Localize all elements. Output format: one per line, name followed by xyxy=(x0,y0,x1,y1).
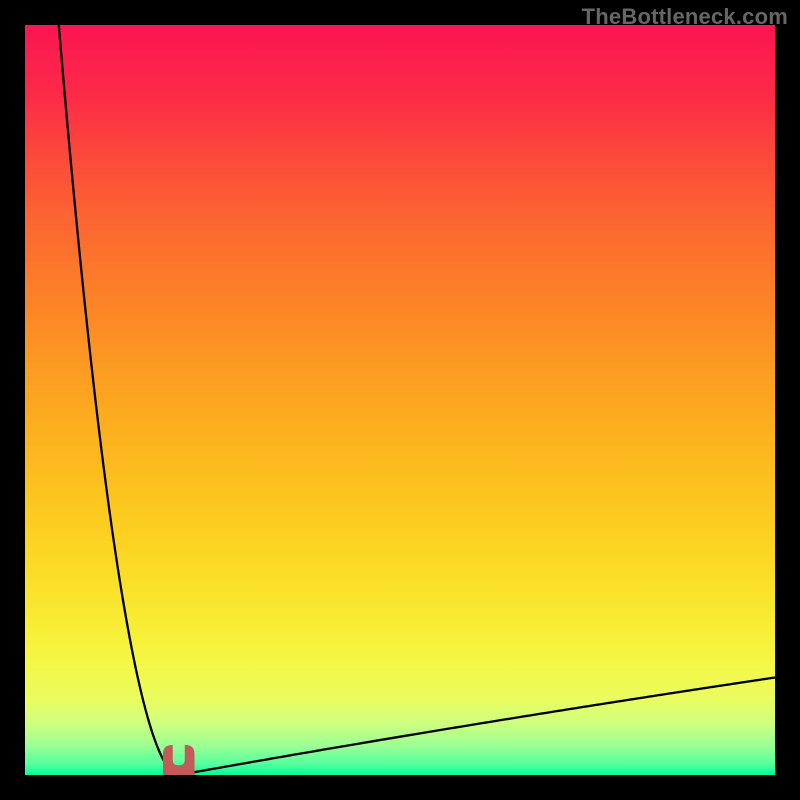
plot-area xyxy=(25,25,775,775)
optimal-marker xyxy=(25,25,775,775)
chart-frame: TheBottleneck.com xyxy=(0,0,800,800)
watermark-label: TheBottleneck.com xyxy=(582,4,788,30)
